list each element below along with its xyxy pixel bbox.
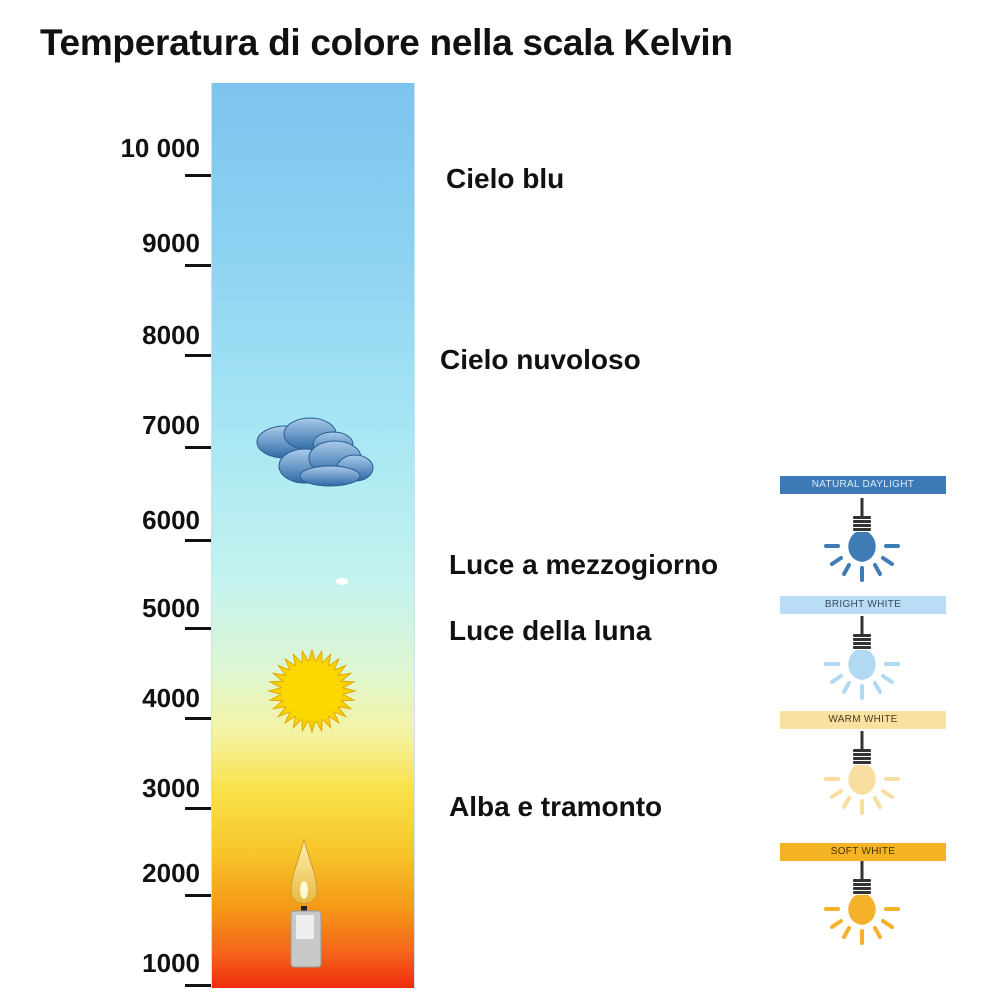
tick-label: 2000 [142, 858, 200, 888]
label-luce-mezzogiorno: Luce a mezzogiorno [449, 549, 719, 580]
tick-mark [185, 264, 211, 267]
tick-mark [185, 539, 211, 542]
tick-label: 3000 [142, 773, 200, 803]
bulb-icon [824, 731, 900, 815]
candle-icon [290, 838, 322, 968]
tick-label: 8000 [142, 320, 200, 350]
label-alba-tramonto: Alba e tramonto [449, 791, 663, 822]
tick-label: 5000 [142, 593, 200, 623]
tick-label: 6000 [142, 505, 200, 535]
bulb-icon [824, 616, 900, 700]
banner-natural-daylight: NATURAL DAYLIGHT [780, 476, 946, 494]
page-title: Temperatura di colore nella scala Kelvin [40, 22, 733, 63]
label-cielo-blu: Cielo blu [446, 163, 565, 194]
tick-label: 7000 [142, 410, 200, 440]
color-temperature-gradient-bar [211, 83, 415, 988]
tick-mark [185, 894, 211, 897]
tick-mark [185, 354, 211, 357]
tick-mark [185, 446, 211, 449]
tick-mark [185, 984, 211, 987]
tick-label: 9000 [142, 228, 200, 258]
bulb-icon [824, 861, 900, 945]
sun-icon [267, 648, 357, 734]
tick-mark [185, 717, 211, 720]
tick-label: 10 000 [120, 133, 200, 163]
moon-dot [336, 578, 348, 585]
cloud-icon [256, 417, 374, 487]
tick-label: 4000 [142, 683, 200, 713]
banner-bright-white: BRIGHT WHITE [780, 596, 946, 614]
tick-mark [185, 174, 211, 177]
banner-soft-white: SOFT WHITE [780, 843, 946, 861]
banner-warm-white: WARM WHITE [780, 711, 946, 729]
label-cielo-nuvoloso: Cielo nuvoloso [440, 344, 641, 375]
tick-mark [185, 807, 211, 810]
label-luce-luna: Luce della luna [449, 615, 652, 646]
tick-label: 1000 [142, 948, 200, 978]
tick-mark [185, 627, 211, 630]
bulb-icon [824, 498, 900, 582]
